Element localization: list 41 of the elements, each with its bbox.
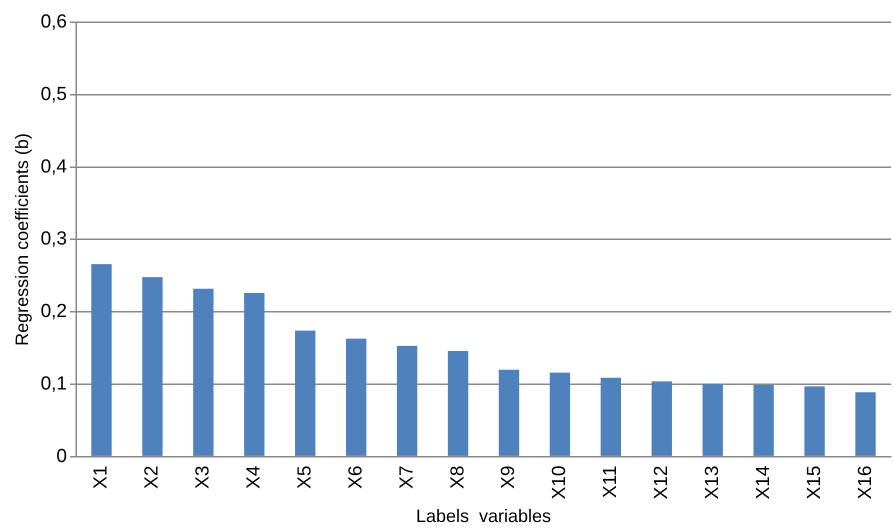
bar — [295, 330, 316, 456]
x-tick-label: X9 — [498, 466, 520, 489]
bar — [600, 378, 622, 456]
bar — [448, 350, 468, 456]
x-axis-title: Labels variables — [416, 506, 552, 526]
x-tick-label: X13 — [702, 466, 723, 500]
x-tick-label: X2 — [142, 466, 163, 489]
x-tick-label: X8 — [447, 466, 468, 489]
x-tick-label: X7 — [396, 466, 418, 489]
x-tick-label: X5 — [294, 466, 316, 489]
bar — [753, 384, 774, 456]
y-tick-label: 0,5 — [40, 84, 68, 105]
x-tick-label: X12 — [651, 466, 672, 500]
x-tick-label: X14 — [752, 465, 774, 500]
y-tick-label: 0,6 — [40, 12, 68, 33]
bar — [396, 346, 418, 456]
y-tick-label: 0,3 — [40, 228, 68, 250]
y-tick-label: 0,2 — [40, 301, 68, 322]
y-tick-label: 0,1 — [40, 373, 68, 394]
x-tick-label: X1 — [90, 466, 112, 489]
x-tick-label: X3 — [192, 466, 214, 489]
bar — [498, 370, 520, 456]
y-axis-title: Regression coefficients (b) — [12, 133, 32, 346]
bar — [652, 381, 672, 456]
bar — [91, 264, 112, 456]
x-tick-label: X10 — [549, 466, 570, 500]
x-tick-label: X4 — [244, 465, 265, 489]
y-tick-label: 0,4 — [40, 156, 68, 178]
x-tick-label: X16 — [854, 466, 876, 500]
bar — [702, 384, 723, 456]
y-tick-label: 0 — [56, 446, 68, 467]
bar — [142, 277, 163, 456]
bar — [244, 293, 264, 456]
bar — [346, 338, 366, 456]
bar — [855, 392, 876, 456]
bar — [193, 288, 214, 456]
bar — [804, 386, 825, 456]
x-tick-label: X6 — [345, 466, 366, 489]
x-tick-label: X15 — [804, 466, 825, 500]
x-tick-label: X11 — [600, 466, 622, 498]
bar — [550, 372, 570, 456]
